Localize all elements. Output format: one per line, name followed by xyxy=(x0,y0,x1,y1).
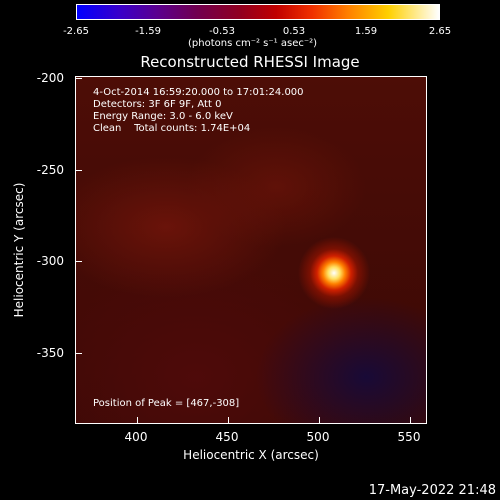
x-tick xyxy=(137,417,138,423)
colorbar-tick: -2.65 xyxy=(63,26,89,37)
y-tick-label: -300 xyxy=(36,254,64,268)
y-tick-label: -250 xyxy=(36,163,64,177)
annotation-peak: Position of Peak = [467,-308] xyxy=(93,398,240,409)
y-tick xyxy=(76,78,82,79)
annotation-detectors: Detectors: 3F 6F 9F, Att 0 xyxy=(93,99,222,110)
colorbar-tick: -0.53 xyxy=(209,26,235,37)
x-axis-label: Heliocentric X (arcsec) xyxy=(183,448,319,462)
annotation-time-range: 4-Oct-2014 16:59:20.000 to 17:01:24.000 xyxy=(93,87,304,98)
y-tick xyxy=(76,353,82,354)
colorbar-tick: 1.59 xyxy=(354,26,378,37)
colorbar-tick: -1.59 xyxy=(135,26,161,37)
image-title: Reconstructed RHESSI Image xyxy=(140,53,360,71)
colorbar-tick: 0.53 xyxy=(282,26,306,37)
x-tick xyxy=(410,417,411,423)
annotation-clean: Clean Total counts: 1.74E+04 xyxy=(93,123,251,134)
x-tick-label: 450 xyxy=(215,430,239,444)
x-tick-label: 500 xyxy=(306,430,330,444)
colorbar-unit: (photons cm⁻² s⁻¹ asec⁻²) xyxy=(188,38,318,49)
x-tick-label: 550 xyxy=(397,430,421,444)
y-tick-label: -350 xyxy=(36,346,64,360)
x-tick-label: 400 xyxy=(124,430,148,444)
timestamp: 17-May-2022 21:48 xyxy=(368,483,496,498)
y-tick xyxy=(76,261,82,262)
rhessi-image[interactable]: 4-Oct-2014 16:59:20.000 to 17:01:24.000 … xyxy=(75,76,427,424)
colorbar xyxy=(76,4,440,20)
annotation-energy: Energy Range: 3.0 - 6.0 keV xyxy=(93,111,233,122)
colorbar-tick: 2.65 xyxy=(428,26,452,37)
y-tick-label: -200 xyxy=(36,71,64,85)
y-tick xyxy=(76,170,82,171)
x-tick xyxy=(228,417,229,423)
x-tick xyxy=(319,417,320,423)
y-axis-label: Heliocentric Y (arcsec) xyxy=(12,182,26,318)
